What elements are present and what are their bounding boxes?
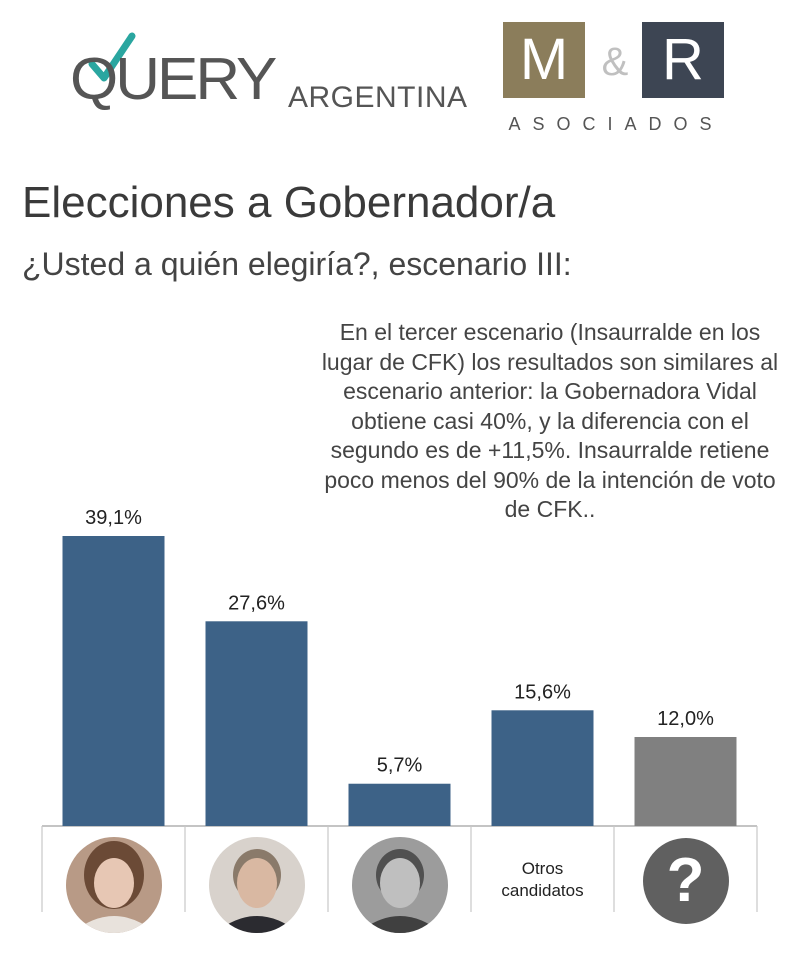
data-label-3: 5,7% [377,755,423,777]
data-label-4: 15,6% [514,681,571,703]
mr-logo-ampersand: & [601,40,629,84]
bar-1 [62,536,165,826]
bar-2 [205,621,308,826]
data-label-5: 12,0% [657,708,714,730]
mr-logo-m: M [503,22,585,98]
candidate-1-avatar [65,837,162,933]
data-label-1: 39,1% [85,507,142,529]
query-logo-suffix: ARGENTINA [288,81,468,114]
candidate-3-avatar [351,837,448,933]
page-subtitle: ¿Usted a quién elegiría?, escenario III: [22,246,572,282]
mr-asociados-logo: M & R ASOCIADOS [500,22,740,142]
category-label-otros: Otros candidatos [501,859,584,900]
mr-logo-subtitle: ASOCIADOS [508,114,724,134]
candidate-2-avatar [208,837,305,933]
bar-4 [491,710,594,826]
bar-5 [634,736,737,826]
question-mark-icon: ? [642,838,729,924]
bar-3 [348,783,451,826]
chart-annotation: En el tercer escenario (Insaurralde en l… [321,319,779,522]
query-logo-word: QUERY [70,46,277,113]
checkmark-icon [88,32,136,82]
page-title: Elecciones a Gobernador/a [22,178,556,227]
query-argentina-logo: QUERY ARGENTINA [70,28,470,118]
data-label-2: 27,6% [228,592,285,614]
mr-logo-r: R [642,22,724,98]
